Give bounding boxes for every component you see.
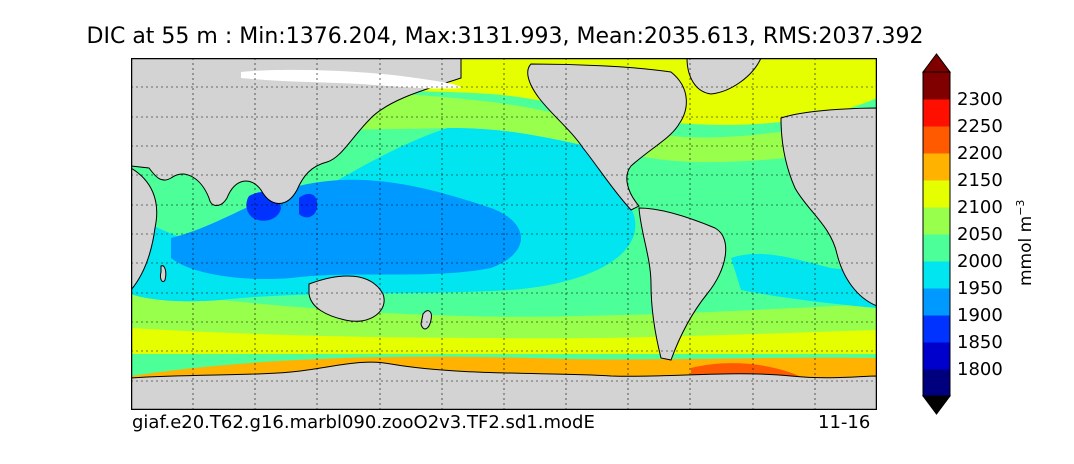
land-australia [308,275,385,322]
colorbar-segment [923,99,950,127]
land-north-america [527,63,687,211]
colorbar-segment [923,180,950,208]
colorbar-tick-label: 2200 [957,143,1003,164]
colorbar-tick-label: 1950 [957,278,1003,299]
colorbar-tick-label: 2050 [957,224,1003,245]
sea-ice-white [241,69,461,89]
atlantic-cyan [731,253,877,308]
colorbar-units: mmol m−3 [1014,180,1036,290]
dic-map [131,58,877,410]
warm-pool-dark-2 [299,193,318,218]
colorbar-segment [923,126,950,154]
colorbar-segment [923,288,950,316]
colorbar-tick-label: 2250 [957,116,1003,137]
colorbar-tick-label: 2000 [957,251,1003,272]
colorbar-segment [923,234,950,262]
colorbar-segment [923,153,950,181]
land-europe-africa-east [780,107,877,307]
land-antarctica [131,361,877,410]
land-south-america [638,207,727,361]
figure-title: DIC at 55 m : Min:1376.204, Max:3131.993… [86,24,924,49]
colorbar-segment [923,315,950,343]
graticule [131,58,877,410]
colorbar-tick-label: 1850 [957,332,1003,353]
colorbar-segment [923,342,950,370]
colorbar-extend-min [922,395,951,415]
north-green [221,92,877,163]
units-label: mmol m [1016,216,1036,286]
map-frame [131,58,877,410]
colorbar-segment [923,261,950,289]
colorbar-segment [923,369,950,397]
land-madagascar [160,265,167,283]
land-new-zealand [420,310,432,330]
colorbar: 2300 2250 2200 2150 2100 2050 2000 1950 1900 1850… [922,53,1003,415]
colorbar-tick-label: 2150 [957,170,1003,191]
colorbar-tick-label: 1800 [957,359,1003,380]
colorbar-frame [922,71,951,397]
land [131,58,877,410]
colorbar-tick-label: 2100 [957,197,1003,218]
colorbar-tick-label: 1900 [957,305,1003,326]
colorbar-tick-label: 2300 [957,89,1003,110]
units-exponent: −3 [1016,200,1027,216]
colorbar-segment [923,72,950,100]
date-range: 11-16 [818,412,871,433]
band-south-green [131,290,877,339]
land-africa [131,167,158,291]
land-eurasia [131,58,462,206]
case-name: giaf.e20.T62.g16.marbl090.zooO2v3.TF2.sd… [132,412,595,433]
colorbar-extend-max [922,53,951,73]
svg-text:mmol m−3: mmol m−3 [1016,200,1036,286]
colorbar-segment [923,207,950,235]
